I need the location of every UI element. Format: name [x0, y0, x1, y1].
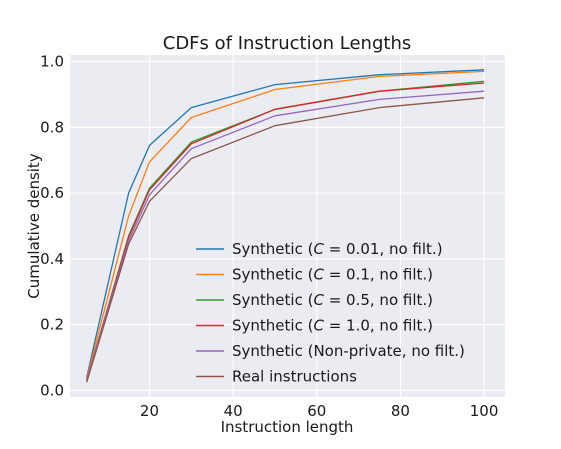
legend-label-2: Synthetic (C = 0.1, no filt.)	[232, 266, 433, 284]
legend-label-6: Real instructions	[232, 368, 357, 386]
series-lines	[86, 69, 485, 383]
y-tick-label: 0.2	[40, 316, 64, 334]
x-tick-label: 20	[140, 402, 159, 420]
x-tick-labels: 20 40 60 80 100	[140, 402, 498, 420]
series-line-1	[86, 69, 485, 378]
x-tick-label: 60	[307, 402, 326, 420]
series-line-2	[86, 70, 485, 380]
series-line-5	[86, 90, 485, 381]
x-tick-label: 80	[391, 402, 410, 420]
y-tick-label: 0.0	[40, 381, 64, 399]
legend: Synthetic (C = 0.01, no filt.) Synthetic …	[196, 240, 465, 386]
y-tick-label: 0.4	[40, 250, 64, 268]
x-axis-title: Instruction length	[221, 418, 354, 436]
y-tick-label: 1.0	[40, 53, 64, 71]
y-tick-label: 0.8	[40, 118, 64, 136]
y-axis-title: Cumulative density	[25, 153, 43, 299]
legend-label-4: Synthetic (C = 1.0, no filt.)	[232, 317, 433, 335]
series-line-6	[86, 97, 485, 383]
legend-label-5: Synthetic (Non-private, no filt.)	[232, 342, 465, 360]
chart-title: CDFs of Instruction Lengths	[163, 33, 411, 54]
x-tick-label: 40	[224, 402, 243, 420]
grid	[70, 55, 505, 397]
y-tick-label: 0.6	[40, 184, 64, 202]
series-line-4	[86, 82, 485, 381]
legend-label-1: Synthetic (C = 0.01, no filt.)	[232, 240, 443, 258]
legend-label-3: Synthetic (C = 0.5, no filt.)	[232, 291, 433, 309]
y-tick-labels: 0.0 0.2 0.4 0.6 0.8 1.0	[40, 53, 64, 400]
x-tick-label: 100	[470, 402, 499, 420]
plot-background	[70, 55, 505, 397]
